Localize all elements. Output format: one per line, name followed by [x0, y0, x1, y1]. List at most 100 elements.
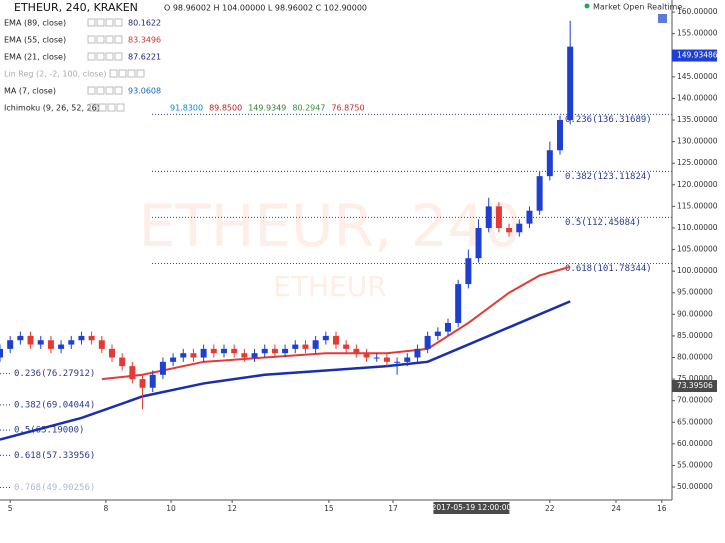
candle-body	[312, 340, 319, 349]
legend-icon[interactable]	[114, 52, 123, 61]
last-price: 149.93486	[677, 51, 718, 60]
legend-name: Ichimoku (9, 26, 52, 26)	[4, 104, 100, 113]
legend-icon[interactable]	[87, 86, 96, 95]
candle-body	[333, 335, 339, 345]
legend-value: 93.0608	[128, 87, 161, 96]
legend-value: 91.8300	[170, 104, 203, 113]
y-tick-label: 145.00000	[677, 72, 718, 81]
legend-icon[interactable]	[96, 35, 105, 44]
candle-body	[394, 361, 401, 363]
legend-icon[interactable]	[105, 52, 114, 61]
candle-body	[434, 331, 441, 336]
legend-value: 87.6221	[128, 53, 161, 62]
candle-body	[557, 120, 563, 151]
legend-icon[interactable]	[107, 103, 116, 112]
y-tick-label: 120.00000	[677, 180, 718, 189]
cursor-price: 73.39506	[677, 381, 713, 390]
legend-value: 83.3496	[128, 36, 161, 45]
candle-body	[383, 357, 390, 362]
scale-button[interactable]	[658, 14, 667, 23]
legend-icon[interactable]	[109, 69, 118, 78]
candle-body	[404, 357, 411, 362]
y-tick-label: 125.00000	[677, 158, 718, 167]
candle-body	[119, 357, 126, 367]
candle-body	[322, 335, 329, 341]
ohlc-readout: O 98.96002 H 104.00000 L 98.96002 C 102.…	[164, 4, 367, 13]
y-tick-label: 90.00000	[677, 309, 713, 318]
fib-label: 0.382(123.11824)	[565, 172, 652, 182]
legend-icon[interactable]	[96, 86, 105, 95]
candle-body	[0, 348, 3, 358]
y-tick-label: 50.00000	[677, 482, 713, 491]
y-tick-label: 110.00000	[677, 223, 718, 232]
candle-body	[526, 210, 533, 224]
legend-icon[interactable]	[105, 86, 114, 95]
legend-icon[interactable]	[87, 52, 96, 61]
candle-body	[210, 348, 217, 354]
x-tick-label: 15	[324, 504, 334, 513]
candle-body	[47, 340, 54, 349]
y-tick-label: 75.00000	[677, 374, 713, 383]
legend-icon[interactable]	[116, 103, 125, 112]
candle-body	[58, 344, 65, 349]
candle-body	[17, 335, 24, 341]
legend-icon[interactable]	[118, 69, 127, 78]
x-tick-label: 22	[545, 504, 555, 513]
fib-label: 0.5(112.45084)	[565, 218, 641, 228]
x-tick-label: 5	[8, 504, 13, 513]
legend-icon[interactable]	[114, 35, 123, 44]
legend-icon[interactable]	[136, 69, 145, 78]
candle-body	[536, 176, 543, 211]
y-tick-label: 105.00000	[677, 245, 718, 254]
candle-body	[465, 258, 472, 285]
candle-body	[485, 206, 492, 228]
legend-icon[interactable]	[105, 18, 114, 27]
legend-icon[interactable]	[96, 18, 105, 27]
candle-body	[455, 284, 462, 323]
candle-body	[78, 335, 85, 341]
candle-body	[27, 335, 34, 345]
y-tick-label: 55.00000	[677, 460, 713, 469]
candle-body	[424, 335, 431, 349]
legend-icon[interactable]	[105, 35, 114, 44]
candle-body	[373, 357, 380, 359]
y-tick-label: 100.00000	[677, 266, 718, 275]
candle-body	[149, 374, 156, 388]
legend-icon[interactable]	[114, 18, 123, 27]
candle-body	[231, 348, 238, 354]
y-tick-label: 140.00000	[677, 93, 718, 102]
status-dot	[584, 3, 590, 9]
fib-label: 0.618(101.78344)	[565, 264, 652, 274]
x-tick-label: 24	[611, 504, 621, 513]
y-tick-label: 65.00000	[677, 417, 713, 426]
legend-icon[interactable]	[87, 18, 96, 27]
legend-value: 76.8750	[331, 104, 364, 113]
legend-icon[interactable]	[89, 103, 98, 112]
candle-body	[302, 344, 309, 349]
candle-body	[139, 379, 146, 388]
cursor-price-box	[672, 380, 717, 393]
candle-body	[506, 227, 513, 233]
fib-label: 0.236(76.27912)	[14, 369, 95, 379]
legend-value: 89.8500	[209, 104, 242, 113]
legend-icon[interactable]	[87, 35, 96, 44]
legend-icon[interactable]	[127, 69, 136, 78]
candle-body	[37, 340, 44, 345]
legend-icon[interactable]	[114, 86, 123, 95]
candle-body	[180, 353, 187, 358]
x-tick-label: 17	[388, 504, 398, 513]
candle-body	[343, 344, 350, 349]
watermark: ETHEUR, 240	[139, 192, 522, 260]
indicator-line	[0, 300, 571, 441]
legend-icon[interactable]	[96, 52, 105, 61]
candle-body	[129, 366, 136, 380]
y-tick-label: 70.00000	[677, 396, 713, 405]
y-tick-label: 160.00000	[677, 7, 718, 16]
candle-body	[88, 335, 95, 341]
fib-label: 0.618(57.33956)	[14, 451, 95, 461]
candle-body	[414, 348, 421, 358]
legend-icon[interactable]	[98, 103, 107, 112]
y-tick-label: 130.00000	[677, 137, 718, 146]
y-tick-label: 95.00000	[677, 288, 713, 297]
